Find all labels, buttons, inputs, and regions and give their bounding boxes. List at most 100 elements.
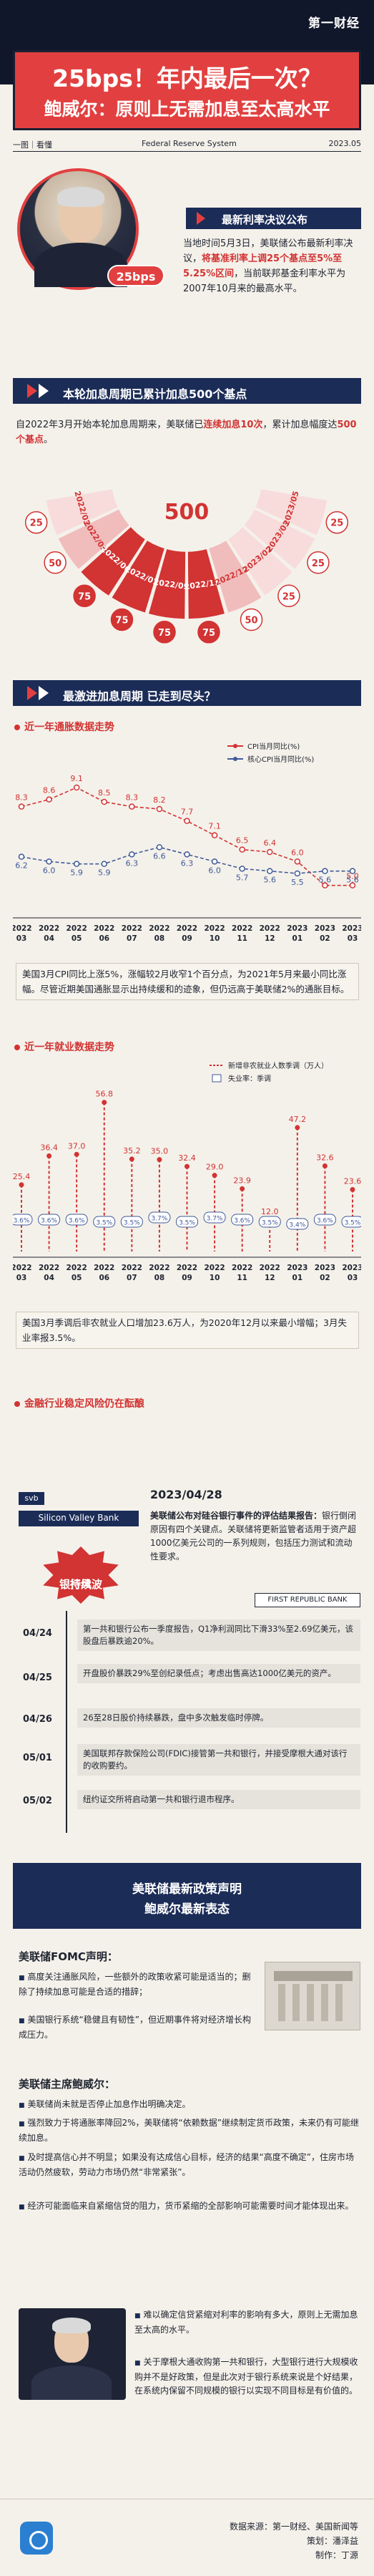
ring-total-label: 500: [164, 500, 210, 525]
powell-photo: [19, 2308, 126, 2400]
timeline-event: 开盘股价暴跌29%至创纪录低点；考虑出售高达1000亿美元的资产。: [77, 1664, 360, 1683]
fomc-bullet: 高度关注通胀风险，一些额外的政策收紧可能是适当的；删除了持续加息可能是合适的措辞…: [19, 1970, 255, 1999]
jobs-data-label: 29.0: [206, 1163, 224, 1172]
core-cpi-data-label: 5.7: [236, 873, 249, 882]
jobs-data-label: 12.0: [261, 1207, 279, 1216]
x-tick-month: 06: [99, 934, 109, 943]
jobs-bar-cap: [102, 1100, 107, 1105]
ring-segment: [207, 539, 263, 614]
ring-bps-dot: [110, 608, 134, 631]
rate-pill: [38, 1214, 61, 1226]
jobs-bar-cap: [240, 1186, 245, 1191]
core-cpi-point: [294, 870, 301, 877]
x-tick-year: 2023: [287, 924, 307, 933]
x-tick-month: 09: [182, 1274, 192, 1282]
arrow-icon: [197, 212, 205, 225]
x-tick-month: 10: [210, 934, 220, 943]
powell-bullet: 关于摩根大通收购第一共和银行，大型银行进行大规模收购并不是好政策，但是此次对于银…: [134, 2355, 360, 2398]
timeline-event: 美国联邦存款保险公司(FDIC)接管第一共和银行，并接受摩根大通对该行的收购要约…: [77, 1744, 360, 1776]
ring-segment: [227, 526, 294, 597]
rate-data-label: 3.4%: [289, 1222, 305, 1229]
x-tick-month: 06: [99, 1274, 109, 1282]
jobs-bar-cap: [74, 1151, 79, 1157]
core-cpi-data-label: 6.6: [153, 851, 166, 861]
cpi-data-label: 7.1: [208, 822, 221, 831]
jobs-bar-cap: [322, 1163, 328, 1168]
portrait-hair: [57, 187, 104, 207]
x-tick-year: 2022: [39, 1264, 59, 1272]
x-tick-year: 2022: [94, 1264, 114, 1272]
x-tick-month: 10: [210, 1274, 220, 1282]
timeline-date: 05/02: [23, 1796, 52, 1806]
jobs-data-label: 37.0: [68, 1141, 86, 1151]
rate-pill: [120, 1216, 143, 1228]
frb-logo: FIRST REPUBLIC BANK: [255, 1593, 360, 1607]
cpi-data-label: 8.2: [153, 795, 166, 805]
jobs-data-label: 25.4: [13, 1172, 30, 1181]
core-cpi-point: [46, 858, 52, 865]
x-tick-year: 2022: [122, 924, 142, 933]
jobs-data-label: 32.4: [178, 1153, 196, 1163]
powell-bullet: 美联储尚未就是否停止加息作出明确决定。: [19, 2098, 360, 2113]
ring-bps-dot: [277, 584, 300, 608]
cpi-data-label: 5.0: [346, 872, 359, 881]
x-tick-year: 2022: [232, 1264, 252, 1272]
rate-pill: [258, 1216, 281, 1228]
cpi-point: [349, 882, 356, 888]
rate-pill: [176, 1216, 198, 1228]
core-cpi-data-label: 5.9: [98, 868, 111, 878]
core-cpi-data-label: 6.3: [126, 858, 139, 868]
brand-logo: 第一财经: [308, 16, 360, 31]
powell-bullet: 强烈致力于将通胀率降回2%，美联储将“依赖数据”继续制定货币政策，未来仍有可能继…: [19, 2116, 360, 2145]
rate-data-label: 3.7%: [151, 1216, 167, 1223]
arrow-icon: [39, 686, 49, 700]
ring-segment: [187, 548, 226, 620]
core-cpi-data-label: 5.6: [346, 876, 359, 885]
cpi-data-label: 8.5: [98, 788, 111, 798]
ring-segment: [79, 526, 147, 597]
meta-left: 一图｜看懂: [13, 140, 52, 150]
jobs-bar-cap: [350, 1186, 355, 1192]
core-cpi-point: [349, 868, 356, 874]
legend-label: CPI当月同比(%): [247, 742, 300, 751]
x-tick-month: 04: [44, 934, 54, 943]
x-tick-month: 03: [16, 934, 27, 943]
jobs-data-label: 36.4: [40, 1143, 58, 1153]
arrow-icon: [27, 686, 37, 700]
x-tick-year: 2022: [13, 924, 32, 933]
jobs-chart-title: 近一年就业数据走势: [14, 1040, 114, 1054]
rate-data-label: 3.5%: [262, 1220, 278, 1227]
ring-bps-label: 50: [245, 616, 257, 626]
powell-portrait: [17, 168, 139, 290]
jobs-data-label: 32.6: [316, 1153, 334, 1162]
svb-tag: svb: [19, 1492, 44, 1505]
jobs-bar-cap: [157, 1157, 162, 1163]
arrow-icon: [27, 384, 37, 398]
core-cpi-data-label: 5.5: [291, 878, 304, 887]
svb-logo: Silicon Valley Bank: [19, 1511, 139, 1526]
x-tick-month: 01: [292, 934, 303, 943]
x-tick-year: 2023: [342, 924, 361, 933]
x-tick-year: 2022: [204, 1264, 225, 1272]
x-tick-year: 2022: [149, 1264, 169, 1272]
timeline-event: 26至28日股价持续暴跌，盘中多次触发临时停牌。: [77, 1708, 360, 1728]
cpi-chart-title: 近一年通胀数据走势: [14, 720, 114, 734]
x-tick-year: 2022: [39, 924, 59, 933]
inflation-section-bar: 最激进加息周期 已走到尽头？: [13, 680, 361, 706]
ring-bps-dot: [44, 551, 67, 574]
rate-data-label: 3.7%: [207, 1216, 223, 1223]
rate-pill: [13, 1214, 33, 1226]
x-tick-month: 07: [127, 934, 137, 943]
x-tick-month: 04: [44, 1274, 54, 1282]
ring-bps-label: 75: [115, 616, 128, 626]
core-cpi-point: [322, 868, 328, 874]
x-tick-month: 08: [154, 1274, 165, 1282]
ring-bps-dot: [197, 621, 220, 644]
legend-label: 新增非农就业人数季调（万人）: [228, 1061, 328, 1070]
powell-bullet: 难以确定信贷紧缩对利率的影响有多大，原则上无需加息至太高的水平。: [134, 2308, 360, 2337]
jobs-bar-cap: [129, 1156, 134, 1162]
cpi-data-label: 8.6: [43, 786, 56, 795]
core-cpi-point: [184, 851, 190, 858]
legend-marker: [233, 757, 237, 761]
cpi-point: [18, 803, 25, 810]
